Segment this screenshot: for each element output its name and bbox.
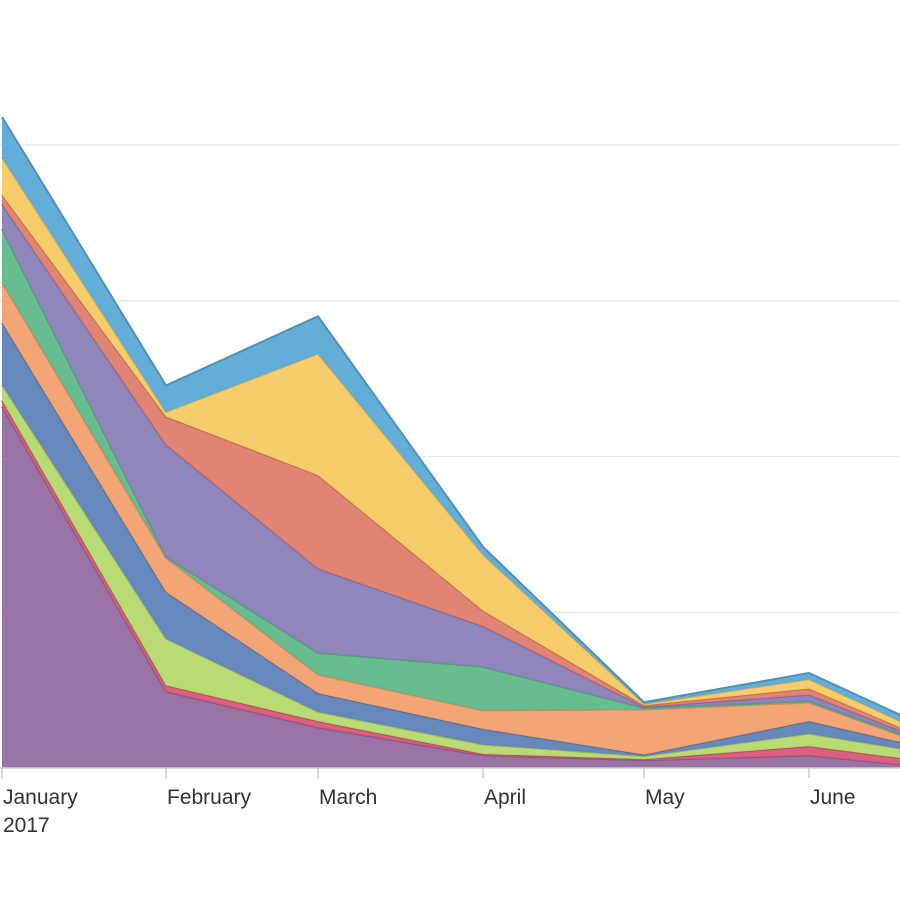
area-series-4[interactable] (2, 322, 900, 757)
x-tick-label: February (167, 786, 252, 809)
x-tick-label: May (645, 786, 685, 809)
area-series-7[interactable] (2, 204, 900, 735)
area-layer (1, 116, 900, 768)
x-axis: January 2017 February March April May June (0, 767, 900, 837)
area-edge-series-10 (1, 116, 900, 716)
x-tick-label: March (319, 786, 377, 809)
area-series-1[interactable] (2, 406, 900, 768)
x-tick-sublabel: 2017 (3, 814, 50, 837)
x-tick-label: April (484, 786, 526, 809)
area-series-5[interactable] (2, 282, 900, 755)
x-tick-label: June (810, 786, 856, 809)
x-tick-label: January (3, 786, 78, 809)
